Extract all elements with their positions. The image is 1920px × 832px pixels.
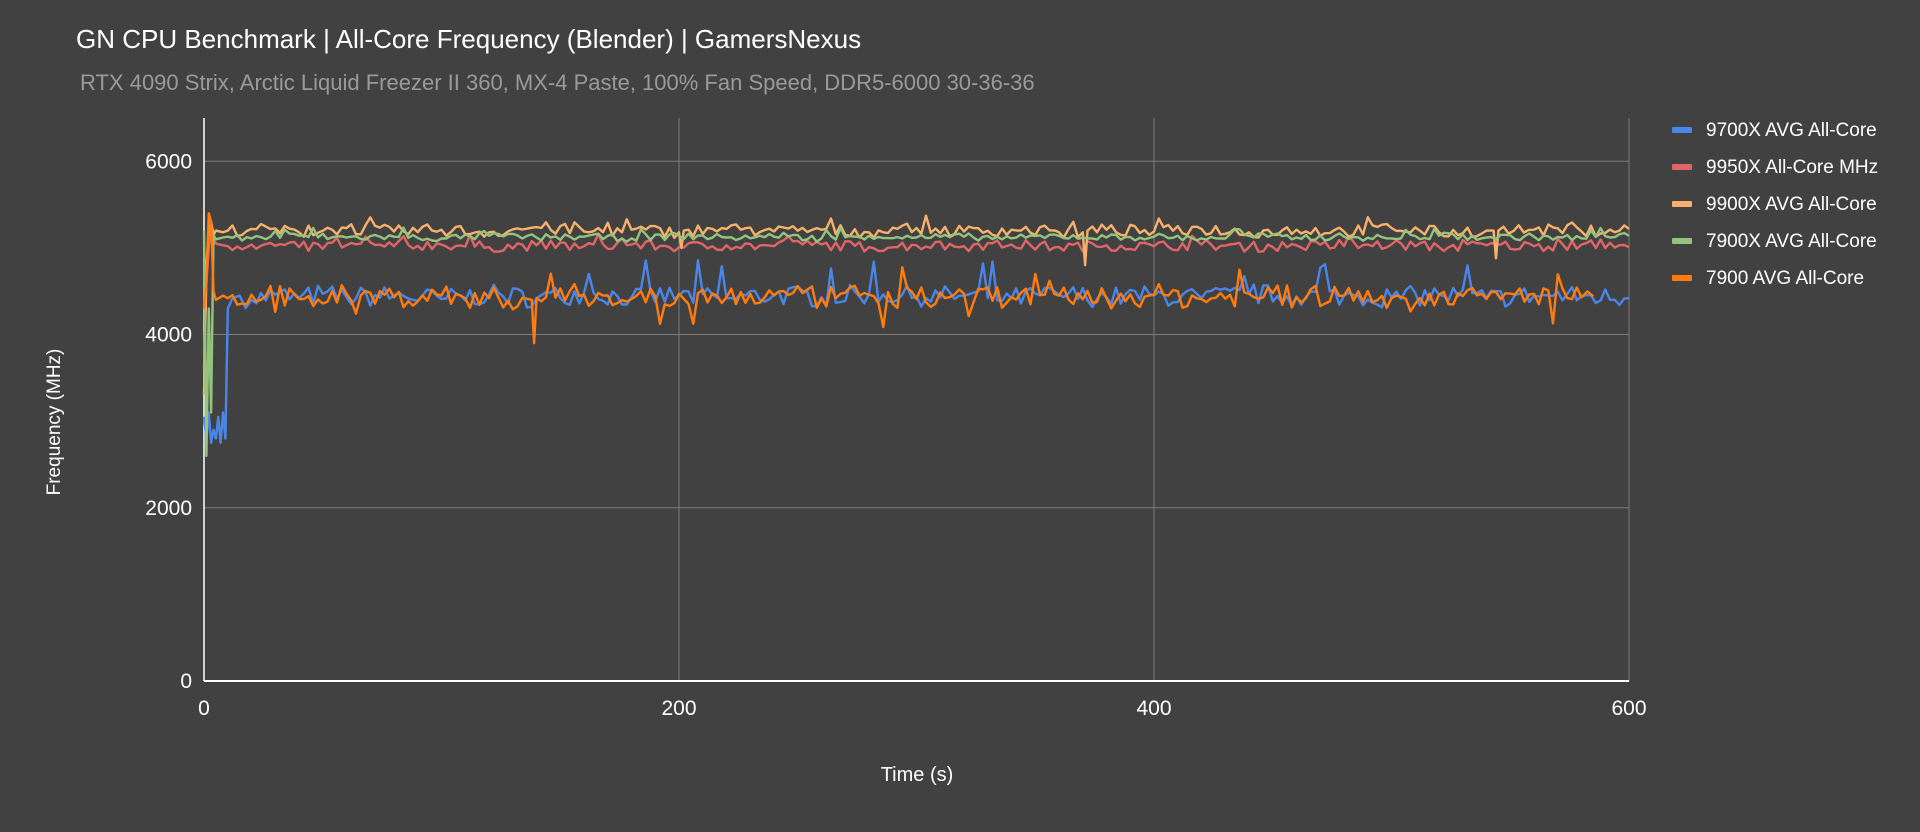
series-line-7900-avg-all-core [202,212,1595,345]
legend-label: 9700X AVG All-Core [1706,120,1877,141]
legend-swatch [1672,238,1692,244]
legend-label: 7900 AVG All-Core [1706,268,1865,289]
legend-label: 9950X All-Core MHz [1706,157,1879,178]
y-tick-label: 2000 [145,497,192,520]
chart-title: GN CPU Benchmark | All-Core Frequency (B… [76,24,862,54]
legend-swatch [1672,201,1692,207]
legend-swatch [1672,127,1692,133]
legend-item: 9700X AVG All-Core [1672,118,1912,143]
x-axis-label: Time (s) [881,764,954,786]
y-tick-label: 0 [180,670,192,693]
series-line-9900x-avg-all-core [202,214,1630,396]
y-tick-label: 6000 [145,150,192,173]
x-tick-label: 0 [198,697,210,720]
legend-item: 9950X All-Core MHz [1672,155,1912,180]
series-line-9950x-all-core-mhz [202,220,1630,370]
legend-label: 9900X AVG All-Core [1706,194,1877,215]
axes [203,118,1629,682]
chart-legend: 9700X AVG All-Core 9950X All-Core MHz 9900… [1672,118,1912,303]
legend-item: 9900X AVG All-Core [1672,192,1912,217]
chart-subtitle: RTX 4090 Strix, Arctic Liquid Freezer II… [80,70,1035,95]
series-line-9700x-avg-all-core [202,259,1630,444]
series-line-7900x-avg-all-core [202,226,1630,457]
tick-labels: 0 2000 4000 6000 0 200 400 600 [145,150,1646,720]
grid-lines [204,118,1630,681]
x-tick-label: 200 [661,697,696,720]
series-lines [202,212,1630,457]
legend-item: 7900 AVG All-Core [1672,266,1912,291]
x-tick-label: 400 [1136,697,1171,720]
y-tick-label: 4000 [145,324,192,347]
y-axis-label: Frequency (MHz) [44,349,65,496]
x-tick-label: 600 [1611,697,1646,720]
legend-item: 7900X AVG All-Core [1672,229,1912,254]
legend-label: 7900X AVG All-Core [1706,231,1877,252]
legend-swatch [1672,164,1692,170]
legend-swatch [1672,275,1692,281]
